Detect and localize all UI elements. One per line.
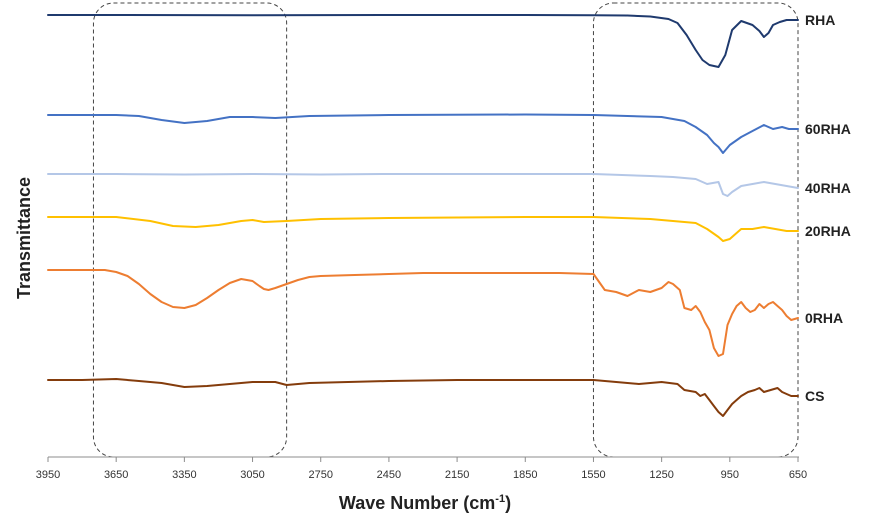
series-line-0rha xyxy=(47,269,799,357)
spectra-traces xyxy=(47,14,799,417)
x-tick-label: 650 xyxy=(789,469,807,481)
highlight-regions xyxy=(92,2,799,458)
highlight-region-1 xyxy=(92,2,288,458)
y-axis-title: Transmittance xyxy=(14,177,34,299)
series-line-rha xyxy=(47,14,799,68)
series-line-40rha xyxy=(47,173,799,197)
x-tick-label: 1550 xyxy=(581,469,605,481)
series-labels: RHA 60RHA 40RHA 20RHA 0RHA CS xyxy=(805,12,851,404)
series-label-60rha: 60RHA xyxy=(805,121,851,137)
series-line-cs xyxy=(47,378,799,417)
series-line-20rha xyxy=(47,216,799,242)
x-tick-label: 1250 xyxy=(649,469,673,481)
highlight-region-2 xyxy=(592,2,799,458)
x-tick-label: 950 xyxy=(721,469,739,481)
series-line-60rha xyxy=(47,113,799,154)
series-label-20rha: 20RHA xyxy=(805,223,851,239)
x-tick-label: 1850 xyxy=(513,469,537,481)
series-label-rha: RHA xyxy=(805,12,835,28)
series-label-0rha: 0RHA xyxy=(805,310,843,326)
series-label-cs: CS xyxy=(805,388,824,404)
x-tick-label: 3650 xyxy=(104,469,128,481)
x-tick-label: 2750 xyxy=(308,469,332,481)
x-tick-label: 2150 xyxy=(445,469,469,481)
x-axis-title: Wave Number (cm-1) xyxy=(339,493,511,513)
x-tick-label: 3350 xyxy=(172,469,196,481)
x-tick-label: 3950 xyxy=(36,469,60,481)
x-axis-ticks: 3950 3650 3350 3050 2750 2450 2150 1850 1550 1250… xyxy=(36,457,807,481)
x-tick-label: 3050 xyxy=(240,469,264,481)
series-label-40rha: 40RHA xyxy=(805,180,851,196)
x-tick-label: 2450 xyxy=(377,469,401,481)
